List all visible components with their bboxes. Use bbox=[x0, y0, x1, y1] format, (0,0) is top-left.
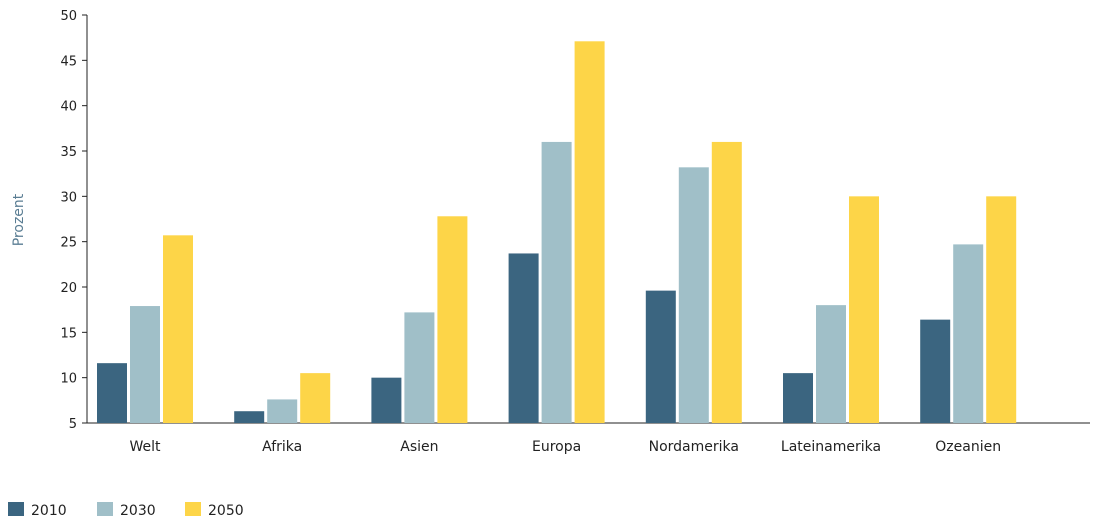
bar-2030 bbox=[404, 312, 435, 423]
y-tick-label: 50 bbox=[60, 9, 77, 24]
y-tick-label: 10 bbox=[60, 372, 77, 387]
y-tick-label: 25 bbox=[60, 236, 77, 251]
x-category-label: Europa bbox=[532, 439, 581, 455]
legend-label: 2050 bbox=[208, 503, 244, 519]
bar-2050 bbox=[437, 216, 468, 423]
bar-2010 bbox=[920, 319, 951, 423]
bar-2050 bbox=[574, 41, 605, 423]
bar-2010 bbox=[97, 363, 127, 423]
bar-2050 bbox=[711, 141, 742, 423]
bar-2010 bbox=[371, 377, 402, 423]
legend: 2010 2030 2050 bbox=[8, 502, 244, 519]
x-category-label: Asien bbox=[400, 439, 438, 455]
bar-2010 bbox=[234, 411, 265, 423]
legend-swatch bbox=[97, 502, 113, 516]
bar-2030 bbox=[953, 244, 984, 423]
y-tick-label: 40 bbox=[60, 100, 77, 115]
y-tick-label: 20 bbox=[60, 281, 77, 296]
bar-2030 bbox=[678, 167, 709, 423]
y-axis-label: Prozent bbox=[11, 193, 27, 246]
legend-swatch bbox=[8, 502, 24, 516]
bar-2030 bbox=[541, 141, 572, 423]
bar-2010 bbox=[508, 253, 539, 423]
bar-2050 bbox=[300, 373, 331, 423]
x-category-label: Afrika bbox=[262, 439, 302, 455]
x-category-label: Ozeanien bbox=[935, 439, 1001, 455]
bar-2050 bbox=[986, 196, 1017, 423]
x-axis-labels: Welt Afrika Asien Europa Nordamerika Lateinam… bbox=[129, 439, 1001, 455]
bar-2050 bbox=[849, 196, 879, 423]
x-category-label: Nordamerika bbox=[649, 439, 739, 455]
y-axis-ticks: 5 10 15 20 25 30 35 40 45 50 bbox=[60, 9, 87, 432]
bar-2030 bbox=[816, 305, 846, 423]
y-tick-label: 35 bbox=[60, 145, 77, 160]
y-tick-label: 30 bbox=[60, 190, 77, 205]
bar-2030 bbox=[267, 399, 298, 423]
bar-2050 bbox=[163, 235, 193, 423]
y-tick-label: 5 bbox=[69, 417, 77, 432]
bar-2030 bbox=[130, 306, 160, 423]
x-category-label: Welt bbox=[129, 439, 161, 455]
bar-2010 bbox=[645, 290, 676, 423]
y-tick-label: 45 bbox=[60, 54, 77, 69]
legend-label: 2030 bbox=[120, 503, 156, 519]
legend-swatch bbox=[185, 502, 201, 516]
legend-label: 2010 bbox=[31, 503, 67, 519]
bar-2010 bbox=[783, 373, 813, 423]
bars bbox=[97, 41, 1017, 423]
y-tick-label: 15 bbox=[60, 326, 77, 341]
x-category-label: Lateinamerika bbox=[781, 439, 881, 455]
